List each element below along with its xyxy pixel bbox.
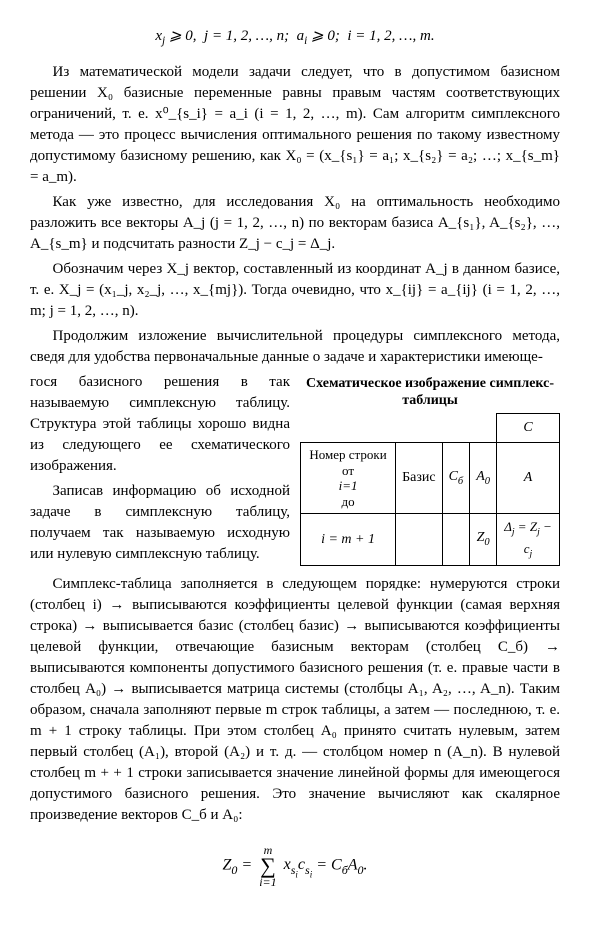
last-Cb <box>442 514 470 565</box>
table-caption: Схематическое изображение симплекс-табли… <box>300 376 560 410</box>
col-C: C <box>497 414 560 443</box>
A-header: A <box>497 442 560 513</box>
paragraph-3: Обозначим через X_j вектор, составленный… <box>30 259 560 322</box>
Z0-cell: Z0 <box>470 514 497 565</box>
paragraph-6: Симплекс-таблица заполняется в следующем… <box>30 574 560 826</box>
z0-formula: Z0 = m ∑ i=1 xsicsi = CбA0. <box>30 844 560 888</box>
basis-header: Базис <box>396 442 443 513</box>
paragraph-2: Как уже известно, для исследования X₀ на… <box>30 192 560 255</box>
last-basis <box>396 514 443 565</box>
paragraph-1: Из математической модели задачи следует,… <box>30 62 560 188</box>
simplex-table-figure: Схематическое изображение симплекс-табли… <box>300 376 560 566</box>
paragraph-5: Записав информацию об исходной задаче в … <box>30 481 290 565</box>
delta-cell: Δj = Zj − cj <box>497 514 560 565</box>
simplex-table: C Номер строки от i=1 до Базис Cб A0 A i… <box>300 413 560 565</box>
row-index-cell: Номер строки от i=1 до <box>301 442 396 513</box>
last-row-index: i = m + 1 <box>301 514 396 565</box>
A0-header: A0 <box>470 442 497 513</box>
Cb-header: Cб <box>442 442 470 513</box>
paragraph-4a: Продолжим изложение вычислительной проце… <box>30 326 560 368</box>
paragraph-4b: гося базисного решения в так называемую … <box>30 372 290 477</box>
constraint-line: xj ⩾ 0, j = 1, 2, …, n; ai ⩾ 0; i = 1, 2… <box>30 26 560 50</box>
